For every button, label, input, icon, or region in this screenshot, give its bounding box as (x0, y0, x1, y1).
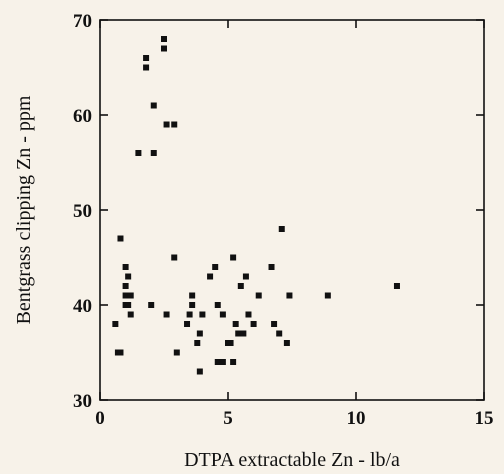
data-point (189, 292, 196, 299)
data-point (189, 302, 196, 308)
data-point (163, 121, 170, 128)
data-point (199, 311, 206, 318)
data-point (196, 368, 203, 375)
data-point (135, 150, 142, 156)
y-tick-label: 30 (73, 391, 92, 412)
data-point (173, 349, 180, 356)
data-point (393, 283, 400, 289)
data-point (268, 264, 275, 270)
data-point (127, 311, 134, 318)
x-axis-title: DTPA extractable Zn - lb/a (184, 449, 400, 471)
data-point (219, 311, 226, 318)
data-point (219, 359, 226, 365)
data-point (286, 292, 293, 299)
data-point (112, 321, 119, 327)
y-tick-label: 60 (73, 106, 92, 127)
y-tick-label: 70 (73, 11, 92, 32)
data-point (122, 292, 129, 299)
plot-area: 0 5 10 15 30 40 50 60 70 (73, 11, 494, 429)
data-point (245, 311, 252, 318)
data-point (194, 340, 201, 346)
y-tick-label: 40 (73, 296, 92, 317)
data-point (278, 226, 285, 232)
data-point (161, 36, 167, 42)
data-point (214, 302, 221, 308)
data-point (143, 64, 150, 71)
data-point (163, 311, 170, 318)
x-tick-label: 5 (223, 408, 233, 429)
data-point (242, 273, 249, 280)
data-point (171, 121, 178, 128)
data-point (150, 150, 157, 156)
data-point (122, 283, 129, 289)
data-point (240, 330, 247, 337)
data-point (271, 321, 278, 327)
data-point (117, 235, 124, 242)
data-point (232, 321, 239, 327)
data-point (125, 273, 132, 280)
data-point (125, 302, 132, 308)
data-point (230, 254, 237, 261)
data-point (230, 359, 237, 365)
y-tick-label: 50 (73, 201, 92, 222)
data-point (227, 340, 234, 346)
data-point (143, 55, 150, 61)
data-point (255, 292, 262, 299)
data-point (276, 330, 283, 337)
data-point (150, 102, 157, 109)
data-point (237, 283, 244, 289)
data-point (148, 302, 155, 308)
data-point (196, 330, 203, 337)
data-point (127, 292, 134, 299)
x-tick-label: 15 (475, 408, 494, 429)
data-point (161, 45, 167, 52)
data-point (235, 330, 242, 337)
data-point (207, 273, 214, 280)
data-point (122, 264, 129, 270)
data-point (283, 340, 290, 346)
data-point (324, 292, 331, 299)
x-tick-label: 0 (95, 408, 105, 429)
data-point (117, 349, 124, 356)
data-point (212, 264, 219, 270)
data-point (171, 254, 178, 261)
x-tick-label: 10 (347, 408, 366, 429)
data-point (184, 321, 191, 327)
data-point (250, 321, 257, 327)
data-point (186, 311, 193, 318)
data-point (214, 359, 221, 365)
plot-frame (99, 19, 485, 401)
y-axis-title: Bentgrass clipping Zn - ppm (13, 95, 35, 324)
